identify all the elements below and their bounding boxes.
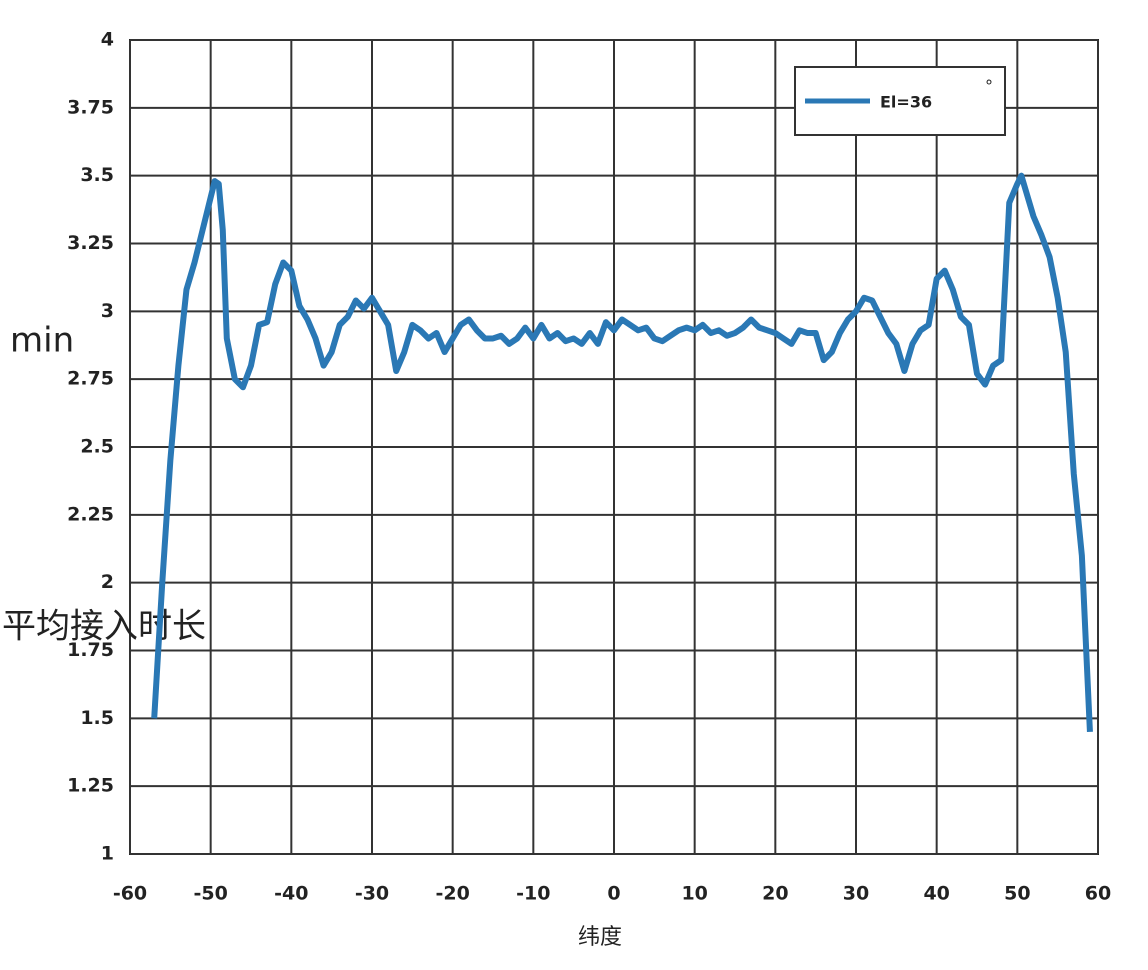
y-tick-label: 3.5 [80,164,114,186]
x-tick-label: -40 [274,883,308,905]
y-tick-label: 4 [101,29,114,51]
x-tick-label: -60 [113,883,147,905]
y-tick-label: 1.25 [67,775,114,797]
x-tick-label: 0 [607,883,620,905]
y-axis-label: 平均接入时长 [2,607,206,647]
data-line [151,172,1093,733]
legend-label: El=36 [880,93,932,112]
y-tick-label: 3 [101,300,114,322]
x-tick-label: -30 [355,883,389,905]
y-tick-label: 2.75 [67,368,114,390]
y-axis-unit: min [10,321,74,361]
x-axis-label: 纬度 [578,925,622,950]
y-tick-label: 3.25 [67,232,114,254]
x-tick-label: -10 [516,883,550,905]
y-tick-label: 2.25 [67,503,114,525]
x-tick-label: 40 [923,883,949,905]
y-tick-label: 1 [101,843,114,865]
legend-note: ° [985,77,993,96]
y-tick-label: 1.5 [80,707,114,729]
x-tick-label: -20 [436,883,470,905]
x-tick-label: 60 [1085,883,1111,905]
y-tick-label: 2 [101,571,114,593]
y-tick-label: 2.5 [80,436,114,458]
x-tick-label: -50 [194,883,228,905]
x-tick-label: 10 [681,883,707,905]
x-tick-label: 50 [1004,883,1030,905]
y-tick-label: 1.75 [67,639,114,661]
x-tick-label: 30 [843,883,869,905]
y-tick-label: 3.75 [67,96,114,118]
x-tick-label: 20 [762,883,788,905]
